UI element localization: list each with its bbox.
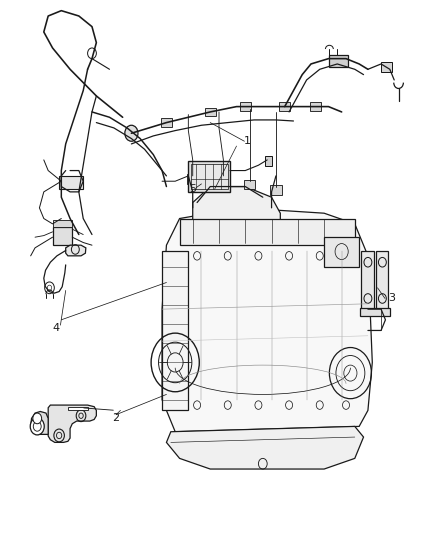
Bar bbox=[188, 161, 230, 192]
Polygon shape bbox=[66, 245, 86, 256]
Text: 5: 5 bbox=[189, 184, 196, 194]
Text: 1: 1 bbox=[244, 136, 251, 146]
Bar bbox=[361, 251, 374, 309]
Circle shape bbox=[30, 418, 44, 435]
Text: 2: 2 bbox=[113, 414, 120, 423]
Bar bbox=[244, 180, 255, 189]
Bar bbox=[187, 174, 198, 184]
Bar bbox=[180, 219, 355, 245]
Text: 3: 3 bbox=[389, 294, 396, 303]
Text: 4: 4 bbox=[53, 323, 60, 333]
Bar bbox=[376, 251, 388, 309]
Bar bbox=[218, 174, 229, 184]
Bar bbox=[270, 185, 282, 195]
Bar bbox=[53, 227, 72, 245]
Bar bbox=[240, 102, 251, 111]
Bar bbox=[59, 176, 83, 189]
Polygon shape bbox=[48, 405, 96, 442]
Polygon shape bbox=[166, 426, 364, 469]
Bar bbox=[205, 108, 216, 116]
Bar bbox=[310, 102, 321, 111]
Bar bbox=[191, 164, 228, 189]
Circle shape bbox=[33, 413, 42, 424]
Bar bbox=[328, 55, 348, 67]
Polygon shape bbox=[193, 187, 280, 224]
Bar bbox=[68, 407, 88, 410]
Bar bbox=[324, 237, 359, 266]
Circle shape bbox=[125, 125, 138, 141]
Bar bbox=[265, 156, 272, 166]
Bar bbox=[381, 62, 392, 72]
Bar bbox=[279, 102, 290, 111]
Bar bbox=[161, 118, 172, 127]
Bar bbox=[53, 220, 72, 227]
Bar bbox=[360, 308, 390, 316]
Bar bbox=[162, 251, 188, 410]
Polygon shape bbox=[31, 411, 48, 434]
Polygon shape bbox=[162, 208, 372, 432]
